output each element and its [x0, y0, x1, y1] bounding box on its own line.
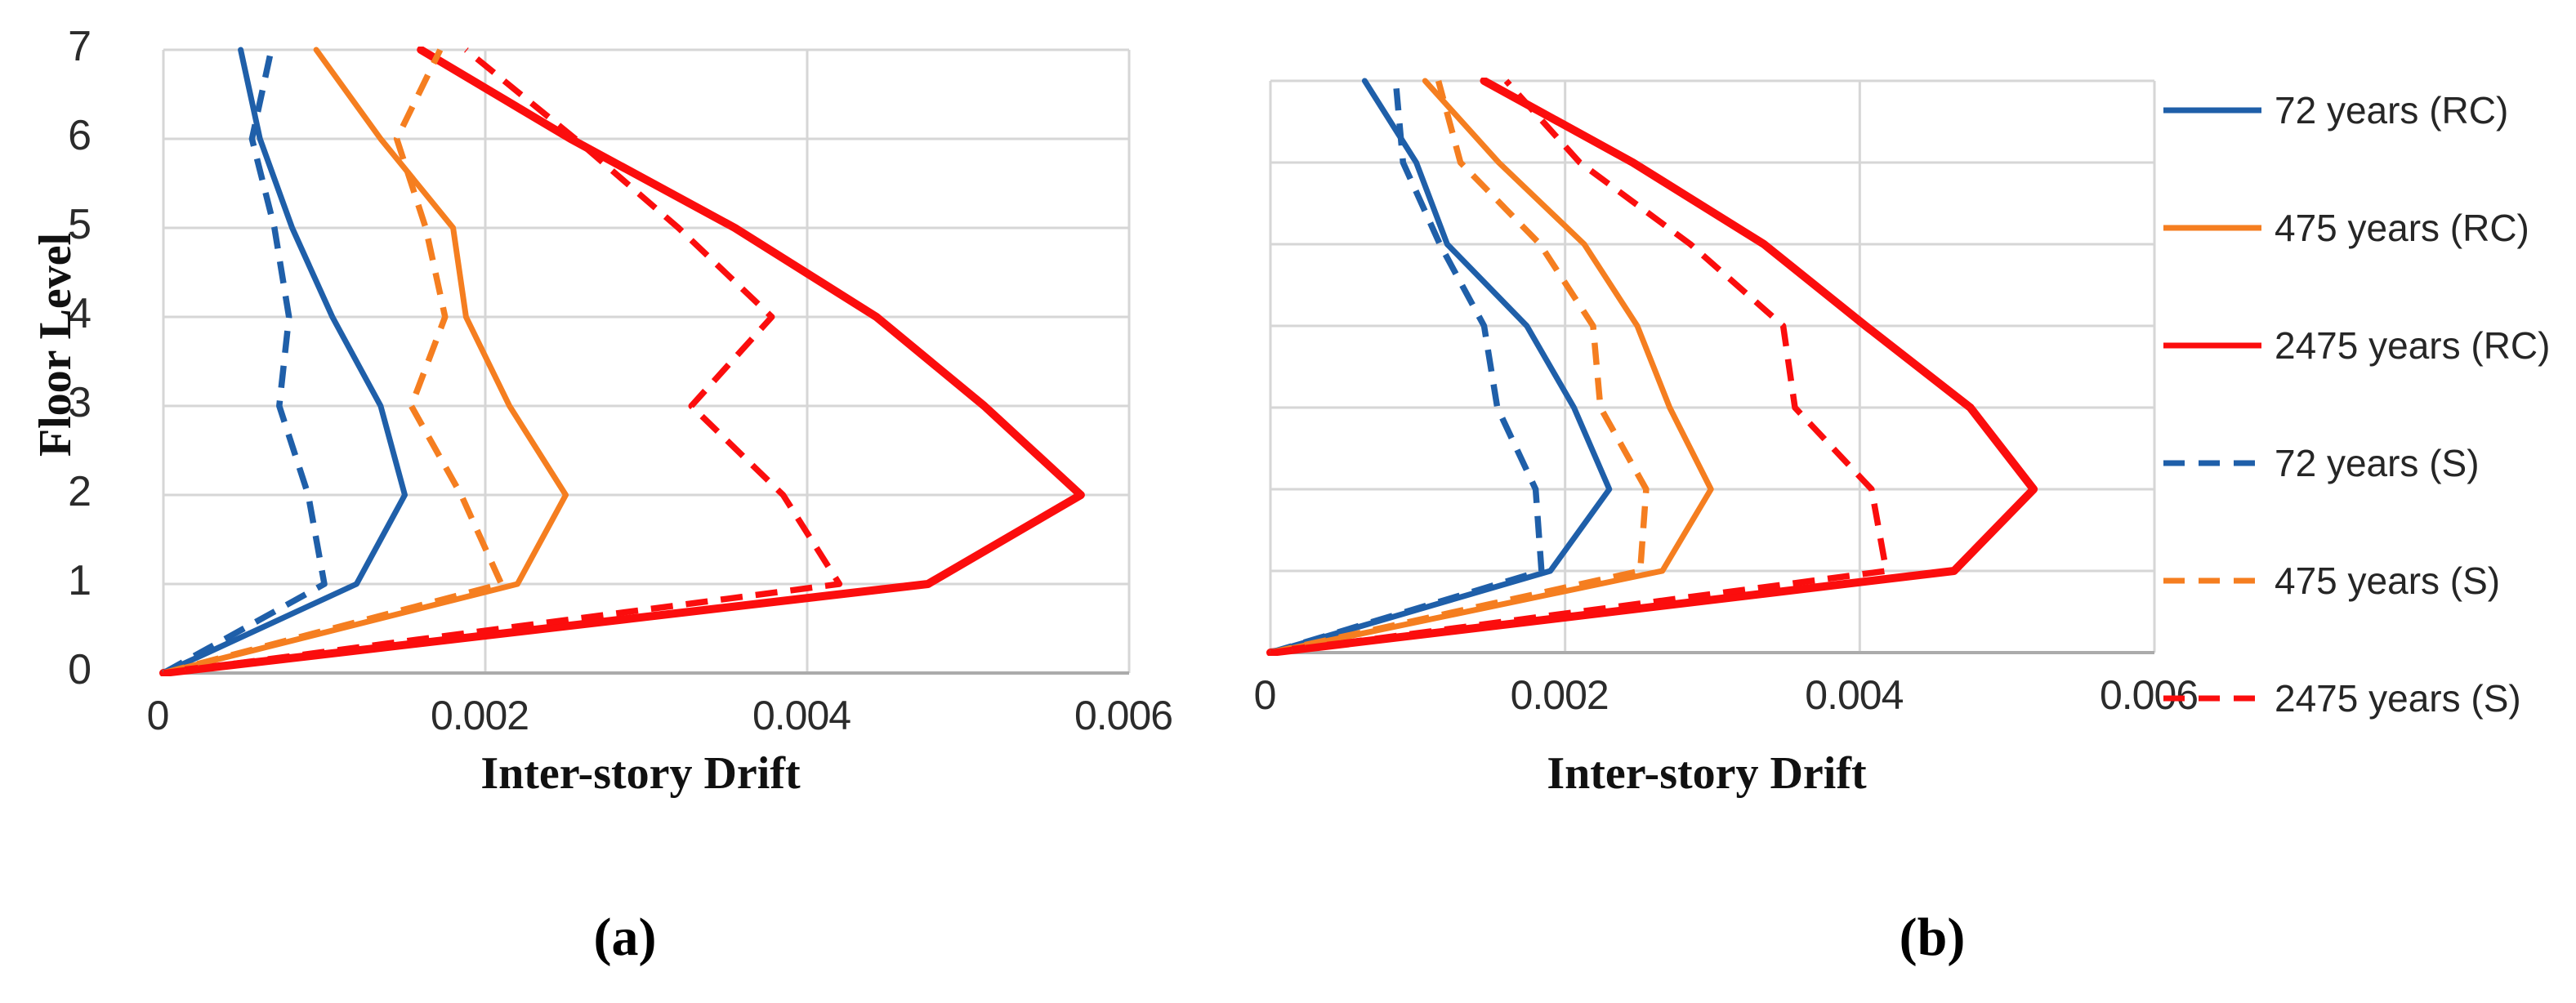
chart-b-x-axis-title: Inter-story Drift — [1547, 748, 1867, 799]
x-tick-label: 0.004 — [752, 693, 851, 738]
legend-item: 2475 years (RC) — [2163, 305, 2576, 386]
legend-label: 2475 years (RC) — [2275, 324, 2551, 367]
legend-dashed-line-swatch — [2163, 457, 2261, 469]
y-tick-label: 1 — [68, 557, 92, 604]
series-72-years-rc — [1267, 78, 1613, 656]
legend-label: 475 years (RC) — [2275, 207, 2529, 249]
legend-solid-line-swatch — [2163, 340, 2261, 351]
series-2475-years-rc — [159, 47, 1085, 676]
series-475-years-s — [1270, 80, 1650, 656]
chart-a-plot-area — [159, 47, 1131, 676]
series-475-years-rc — [160, 47, 569, 676]
legend-item: 2475 years (S) — [2163, 658, 2576, 739]
y-tick-label: 2 — [68, 468, 92, 515]
series-2475-years-rc — [1266, 78, 2038, 656]
legend-label: 72 years (RC) — [2275, 89, 2509, 132]
x-tick-label: 0.004 — [1805, 672, 1904, 718]
series-475-years-s — [163, 48, 505, 676]
y-tick-label: 5 — [68, 201, 92, 248]
legend-item: 475 years (S) — [2163, 540, 2576, 622]
series-475-years-rc — [1267, 78, 1714, 656]
y-tick-label: 6 — [68, 112, 92, 159]
legend-item: 475 years (RC) — [2163, 187, 2576, 269]
legend-solid-line-swatch — [2163, 222, 2261, 234]
x-tick-label: 0.006 — [2099, 672, 2199, 718]
y-tick-label: 0 — [68, 646, 92, 693]
y-tick-label: 3 — [68, 379, 92, 426]
legend-label: 2475 years (S) — [2275, 677, 2521, 720]
legend-label: 72 years (S) — [2275, 442, 2480, 484]
legend-dashed-line-swatch — [2163, 693, 2261, 704]
x-tick-label: 0 — [1253, 672, 1277, 718]
legend-item: 72 years (RC) — [2163, 69, 2576, 151]
chart-b-plot-area — [1266, 78, 2156, 656]
x-tick-label: 0 — [146, 693, 170, 738]
legend-item: 72 years (S) — [2163, 422, 2576, 504]
legend: 72 years (RC) 475 years (RC) 2475 years (R… — [2163, 69, 2576, 739]
y-axis-title: Floor Level — [30, 232, 81, 457]
series-2475-years-s — [163, 47, 843, 676]
legend-solid-line-swatch — [2163, 105, 2261, 116]
series-72-years-s — [162, 49, 328, 676]
caption-b: (b) — [1899, 907, 1966, 967]
y-tick-label: 7 — [68, 23, 92, 70]
x-tick-label: 0.002 — [430, 693, 529, 738]
legend-dashed-line-swatch — [2163, 575, 2261, 586]
x-tick-label: 0.002 — [1510, 672, 1609, 718]
legend-label: 475 years (S) — [2275, 559, 2501, 602]
series-72-years-rc — [160, 47, 408, 676]
x-tick-label: 0.006 — [1074, 693, 1173, 738]
series-2475-years-s — [1270, 78, 1890, 656]
chart-a-x-axis-title: Inter-story Drift — [480, 748, 801, 799]
caption-a: (a) — [593, 907, 657, 967]
series-72-years-s — [1269, 80, 1545, 656]
y-tick-label: 4 — [68, 290, 92, 337]
